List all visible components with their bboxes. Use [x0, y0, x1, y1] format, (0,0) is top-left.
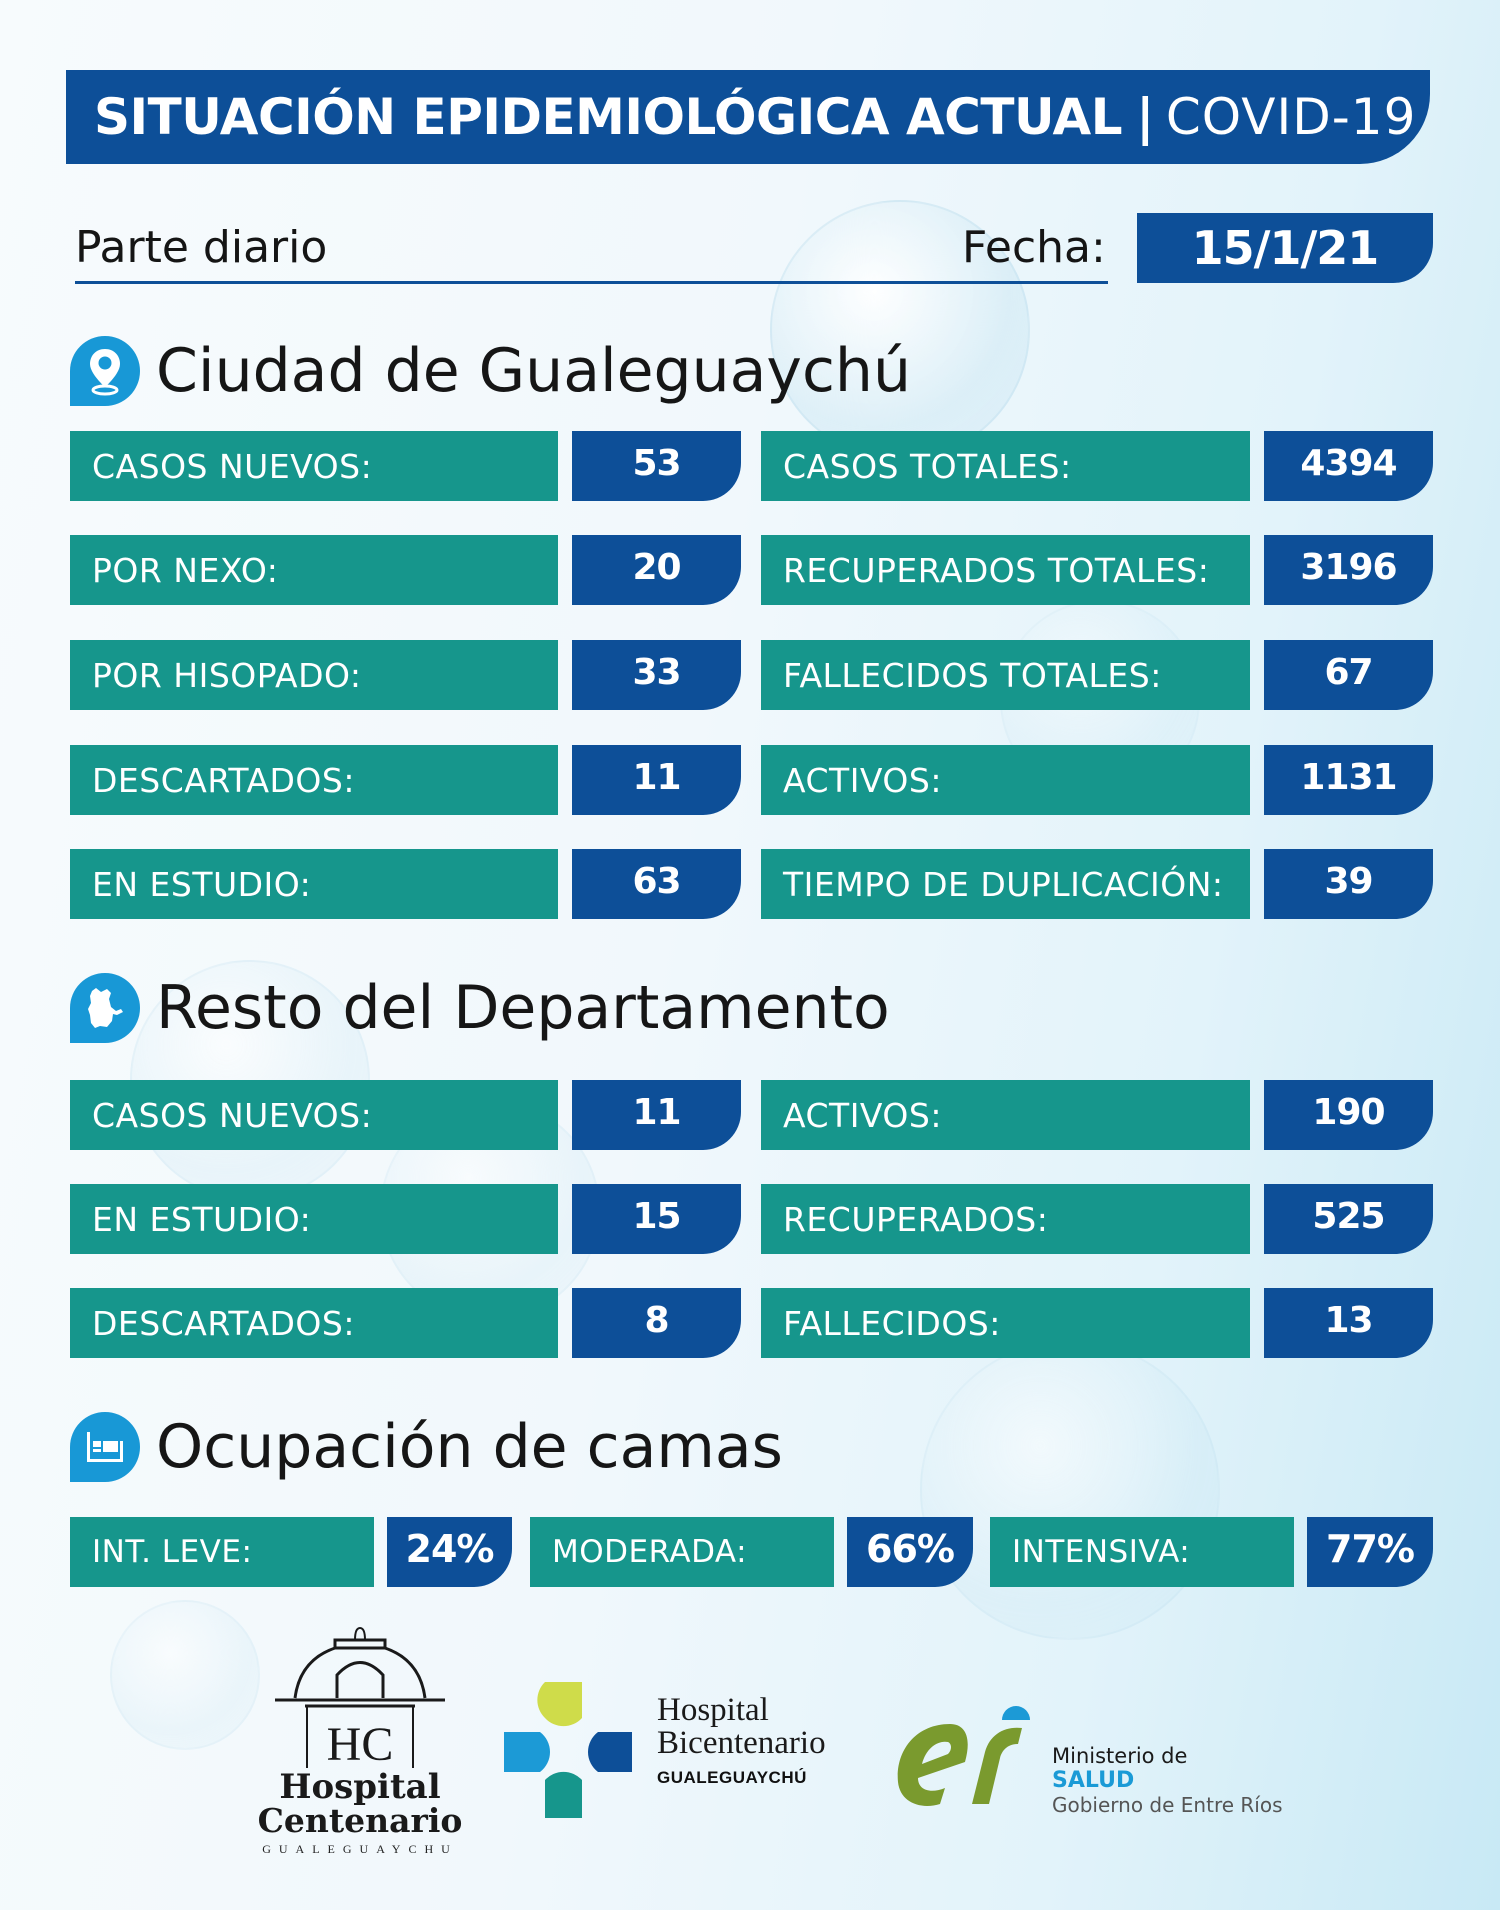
- date-value: 15/1/21: [1137, 213, 1433, 283]
- stat-value: 15: [572, 1184, 741, 1254]
- stat-row: POR HISOPADO: 33 FALLECIDOS TOTALES: 67: [0, 640, 1500, 710]
- header-banner: SITUACIÓN EPIDEMIOLÓGICA ACTUAL | COVID-…: [66, 70, 1430, 164]
- stat-row: EN ESTUDIO: 63 TIEMPO DE DUPLICACIÓN: 39: [0, 849, 1500, 919]
- ministerio-line3: Gobierno de Entre Ríos: [1052, 1793, 1283, 1817]
- stat-label: RECUPERADOS:: [761, 1184, 1250, 1254]
- bicentenario-line2: Bicentenario: [657, 1725, 826, 1761]
- stat-label: ACTIVOS:: [761, 1080, 1250, 1150]
- bed-occupancy-row: INT. LEVE: 24% MODERADA: 66% INTENSIVA: …: [0, 1517, 1500, 1587]
- stat-value: 67: [1264, 640, 1433, 710]
- entre-rios-er-icon: [897, 1706, 1030, 1806]
- stat-label: DESCARTADOS:: [70, 1288, 558, 1358]
- stat-label: POR HISOPADO:: [70, 640, 558, 710]
- bicentenario-text: Hospital Bicentenario GUALEGUAYCHÚ: [657, 1694, 826, 1788]
- header-title: SITUACIÓN EPIDEMIOLÓGICA ACTUAL: [94, 88, 1123, 146]
- hospital-bicentenario-logo: Hospital Bicentenario GUALEGUAYCHÚ: [502, 1680, 862, 1820]
- section-departamento-header: Resto del Departamento: [70, 972, 890, 1044]
- department-map-icon: [70, 973, 140, 1043]
- centenario-city: GUALEGUAYCHU: [262, 1842, 458, 1856]
- stat-label: EN ESTUDIO:: [70, 849, 558, 919]
- stat-value: 33: [572, 640, 741, 710]
- bed-label: INT. LEVE:: [70, 1517, 374, 1587]
- svg-text:HC: HC: [327, 1718, 394, 1770]
- stat-value: 20: [572, 535, 741, 605]
- section-title: Ocupación de camas: [156, 1412, 783, 1482]
- bed-value: 66%: [847, 1517, 973, 1587]
- ministerio-text: Ministerio de SALUD Gobierno de Entre Rí…: [1052, 1744, 1283, 1818]
- stat-value: 11: [572, 1080, 741, 1150]
- stat-label: RECUPERADOS TOTALES:: [761, 535, 1250, 605]
- stat-row: CASOS NUEVOS: 53 CASOS TOTALES: 4394: [0, 431, 1500, 501]
- stat-value: 525: [1264, 1184, 1433, 1254]
- section-ciudad-header: Ciudad de Gualeguaychú: [70, 335, 911, 407]
- stat-row: POR NEXO: 20 RECUPERADOS TOTALES: 3196: [0, 535, 1500, 605]
- stat-label: CASOS NUEVOS:: [70, 1080, 558, 1150]
- background-virus-decoration: [920, 1340, 1220, 1640]
- stat-label: ACTIVOS:: [761, 745, 1250, 815]
- bicentenario-line1: Hospital: [657, 1692, 769, 1728]
- stat-label: TIEMPO DE DUPLICACIÓN:: [761, 849, 1250, 919]
- stat-row: DESCARTADOS: 11 ACTIVOS: 1131: [0, 745, 1500, 815]
- ministerio-line1: Ministerio de: [1052, 1744, 1188, 1768]
- centenario-line1: Hospital: [279, 1767, 441, 1807]
- stat-value: 13: [1264, 1288, 1433, 1358]
- stat-value: 1131: [1264, 745, 1433, 815]
- stat-value: 63: [572, 849, 741, 919]
- stat-label: CASOS TOTALES:: [761, 431, 1250, 501]
- stat-row: DESCARTADOS: 8 FALLECIDOS: 13: [0, 1288, 1500, 1358]
- stat-row: CASOS NUEVOS: 11 ACTIVOS: 190: [0, 1080, 1500, 1150]
- stat-label: POR NEXO:: [70, 535, 558, 605]
- stat-value: 3196: [1264, 535, 1433, 605]
- report-type-label: Parte diario: [75, 222, 328, 273]
- ministerio-line2: SALUD: [1052, 1768, 1135, 1793]
- ministerio-salud-logo: Ministerio de SALUD Gobierno de Entre Rí…: [890, 1692, 1310, 1822]
- bicentenario-city: GUALEGUAYCHÚ: [657, 1768, 807, 1787]
- header-subtitle: COVID-19: [1165, 88, 1417, 146]
- stat-value: 53: [572, 431, 741, 501]
- stat-label: EN ESTUDIO:: [70, 1184, 558, 1254]
- report-underline: [75, 281, 1108, 284]
- stat-row: EN ESTUDIO: 15 RECUPERADOS: 525: [0, 1184, 1500, 1254]
- hospital-centenario-logo: HC Hospital Centenario GUALEGUAYCHU: [245, 1620, 475, 1860]
- stat-label: DESCARTADOS:: [70, 745, 558, 815]
- bed-label: INTENSIVA:: [990, 1517, 1294, 1587]
- hospital-centenario-building-icon: HC: [275, 1626, 445, 1771]
- footer-logos: HC Hospital Centenario GUALEGUAYCHU Hosp…: [0, 1620, 1500, 1880]
- stat-value: 190: [1264, 1080, 1433, 1150]
- bed-value: 77%: [1307, 1517, 1433, 1587]
- stat-value: 8: [572, 1288, 741, 1358]
- stat-value: 39: [1264, 849, 1433, 919]
- centenario-line2: Centenario: [257, 1801, 463, 1840]
- bicentenario-petals-icon: [504, 1682, 632, 1818]
- section-title: Ciudad de Gualeguaychú: [156, 336, 911, 406]
- header-separator: |: [1136, 88, 1154, 146]
- section-camas-header: Ocupación de camas: [70, 1411, 783, 1483]
- section-title: Resto del Departamento: [156, 973, 890, 1043]
- bed-value: 24%: [387, 1517, 512, 1587]
- date-label: Fecha:: [962, 222, 1106, 273]
- stat-label: CASOS NUEVOS:: [70, 431, 558, 501]
- bed-label: MODERADA:: [530, 1517, 834, 1587]
- stat-label: FALLECIDOS TOTALES:: [761, 640, 1250, 710]
- hospital-bed-icon: [70, 1412, 140, 1482]
- location-pin-icon: [70, 336, 140, 406]
- stat-value: 4394: [1264, 431, 1433, 501]
- stat-label: FALLECIDOS:: [761, 1288, 1250, 1358]
- stat-value: 11: [572, 745, 741, 815]
